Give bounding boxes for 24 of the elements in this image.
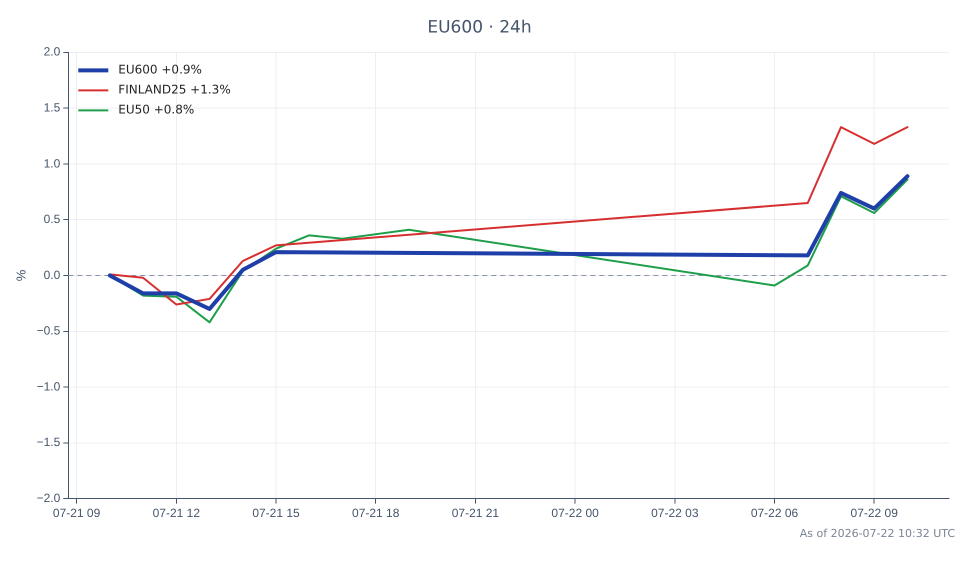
y-tick-label: 1.5 (44, 100, 61, 114)
y-tick-label: 2.0 (44, 44, 61, 59)
y-tick-label: −1.0 (36, 379, 61, 394)
y-tick-label: −2.0 (36, 490, 61, 505)
x-tick-label: 07-21 18 (352, 506, 400, 520)
x-tick-label: 07-21 12 (152, 506, 200, 520)
legend-label: FINLAND25 +1.3% (118, 82, 231, 97)
y-tick-label: −0.5 (36, 324, 61, 338)
y-tick-label: 0.5 (44, 212, 61, 226)
x-tick-label: 07-22 03 (651, 506, 699, 520)
x-tick-label: 07-21 09 (52, 506, 101, 520)
y-tick-label: −1.5 (36, 435, 61, 450)
x-tick-label: 07-22 00 (551, 506, 600, 520)
x-tick-label: 07-21 21 (452, 506, 500, 520)
x-tick-label: 07-22 09 (850, 506, 898, 520)
y-tick-label: 1.0 (44, 156, 61, 170)
y-axis-title: % (13, 269, 28, 282)
text: As of 2026-07-22 10:32 UTC (800, 527, 955, 540)
x-tick-label: 07-21 15 (252, 506, 300, 520)
legend-label: EU50 +0.8% (118, 102, 194, 117)
y-tick-label: 0.0 (44, 268, 61, 282)
x-tick-label: 07-22 06 (750, 506, 799, 520)
legend-label: EU600 +0.9% (118, 62, 202, 77)
chart-title: EU600 · 24h (427, 18, 532, 38)
